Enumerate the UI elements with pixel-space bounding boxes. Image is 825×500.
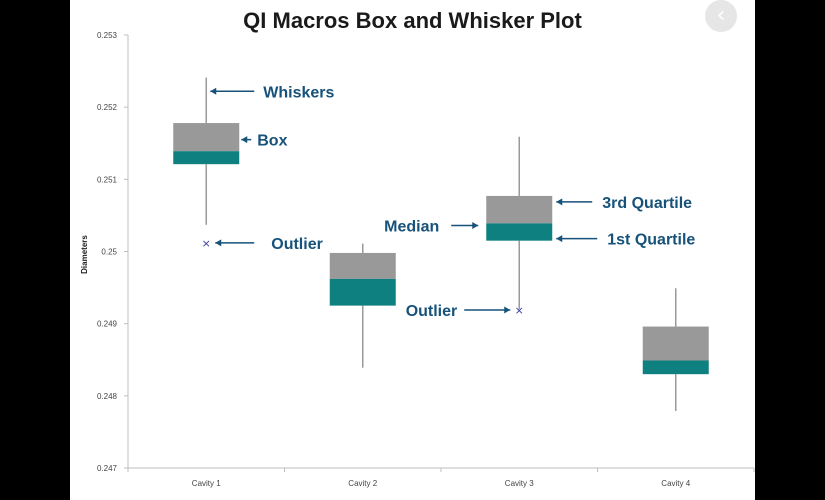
outlier-marker: ×	[515, 304, 524, 317]
lower-box	[486, 223, 553, 241]
outlier-marker: ×	[202, 237, 211, 250]
annotation-outlier-label: Outlier	[406, 303, 458, 320]
lower-box	[642, 360, 709, 375]
annotation-whiskers-arrow-head	[210, 87, 217, 95]
annotation-median-label: Median	[384, 219, 439, 236]
box-plot: 0.247 0.248 0.249 0.25 0.251 0.252 0.253 Cavity…	[80, 31, 755, 488]
annotation-box-arrow-head	[241, 136, 248, 144]
y-tick-label: 0.248	[97, 392, 118, 401]
upper-box	[329, 252, 396, 279]
annotation-outlier-label: Outlier	[271, 236, 323, 253]
annotation-median-arrow-head	[472, 222, 479, 230]
x-tick-label: Cavity 2	[348, 479, 377, 488]
x-tick-label: Cavity 3	[505, 479, 534, 488]
x-tick-label: Cavity 4	[661, 479, 690, 488]
annotation-1st-quartile-label: 1st Quartile	[607, 232, 695, 249]
chart-title: QI Macros Box and Whisker Plot	[243, 8, 582, 33]
annotation-whiskers-label: Whiskers	[263, 84, 334, 101]
previous-button[interactable]: ‹	[705, 0, 737, 32]
annotation-3rd-quartile-label: 3rd Quartile	[602, 195, 692, 212]
y-axis-label: Diameters	[80, 235, 89, 274]
annotation-3rd-quartile-arrow-head	[556, 198, 563, 206]
annotation-outlier-arrow-head	[215, 239, 222, 247]
upper-box	[486, 195, 553, 224]
y-tick-label: 0.253	[97, 31, 118, 40]
y-tick-label: 0.25	[101, 248, 117, 257]
chart-container: QI Macros Box and Whisker Plot 0.247 0.24…	[70, 0, 755, 500]
lower-box	[329, 278, 396, 306]
annotation-box-label: Box	[257, 133, 287, 150]
annotation-1st-quartile-arrow-head	[556, 235, 563, 243]
lower-box	[173, 151, 240, 165]
chevron-left-icon: ‹	[716, 3, 726, 28]
y-tick-label: 0.252	[97, 103, 118, 112]
upper-box	[642, 326, 709, 361]
x-tick-label: Cavity 1	[192, 479, 221, 488]
annotation-outlier-arrow-head	[504, 306, 511, 314]
upper-box	[173, 123, 240, 152]
y-tick-label: 0.249	[97, 320, 118, 329]
y-tick-label: 0.247	[97, 464, 118, 473]
y-tick-label: 0.251	[97, 175, 118, 184]
